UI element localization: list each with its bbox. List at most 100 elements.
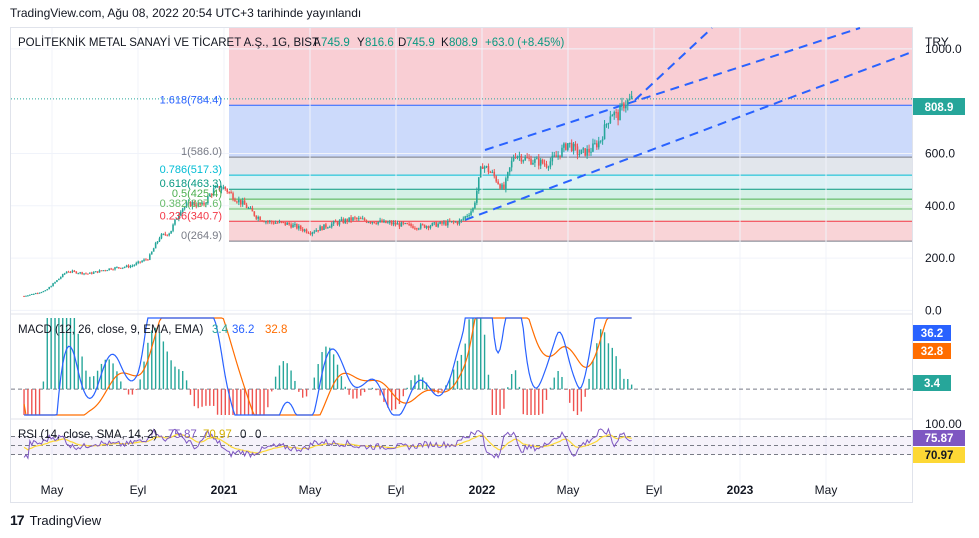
close-label: K [441, 37, 449, 49]
fib-level-label: 0.382(387.6) [160, 198, 222, 210]
candle-body [570, 142, 573, 152]
candle-body [330, 223, 333, 227]
time-tick-label: 2023 [727, 483, 754, 497]
candle-body [474, 202, 476, 209]
candle-body [508, 167, 511, 173]
candle-body [361, 218, 364, 220]
candle-body [427, 226, 430, 228]
candle-body [176, 218, 178, 220]
candle-body [216, 186, 219, 188]
candle-body [164, 233, 167, 235]
macd-signal-value: 32.8 [265, 324, 287, 336]
candle-body [607, 123, 610, 125]
candle-body [48, 287, 51, 290]
candle-body [483, 166, 486, 169]
candle-body [267, 221, 269, 223]
candle-body [328, 226, 331, 228]
candle-body [245, 204, 248, 209]
time-tick-label: May [815, 483, 838, 497]
low-label: D [398, 37, 406, 49]
candle-body [419, 224, 422, 229]
candle-body [611, 115, 614, 117]
candle-body [181, 208, 184, 212]
candle-body [25, 295, 27, 297]
macd-signal-tag-bg [913, 343, 951, 359]
candle-body [354, 217, 356, 219]
candle-body [443, 222, 445, 224]
candle-body [321, 226, 323, 230]
candle-body [526, 157, 528, 159]
candle-body [479, 166, 482, 178]
candle-body [71, 270, 74, 273]
candle-body [32, 293, 35, 295]
fib-level-label: 0(264.9) [181, 230, 222, 242]
candle-body [147, 259, 149, 261]
candle-body [437, 223, 439, 227]
candle-body [298, 225, 300, 229]
candle-body [346, 219, 348, 222]
candle-body [584, 148, 586, 156]
candle-body [588, 148, 590, 153]
candle-body [63, 273, 66, 275]
rsi-sma-value: 70.97 [203, 429, 232, 441]
candle-body [309, 233, 312, 235]
candle-body [265, 221, 267, 223]
candle-body [375, 223, 378, 225]
candle-body [431, 222, 434, 226]
candle-body [392, 222, 395, 225]
candle-body [303, 229, 306, 231]
candle-body [207, 196, 209, 204]
candle-body [166, 234, 169, 236]
candle-body [139, 261, 141, 263]
candle-body [557, 155, 559, 157]
time-tick-label: 2022 [469, 483, 496, 497]
time-tick-label: Eyl [388, 483, 405, 497]
tradingview-logo[interactable]: 17 TradingView [10, 512, 101, 528]
candle-body [220, 189, 223, 191]
candle-body [317, 230, 319, 232]
candle-body [421, 224, 424, 226]
candle-body [485, 166, 488, 168]
candle-body [572, 143, 575, 152]
candle-body [387, 222, 389, 224]
candle-body [435, 222, 438, 227]
chart-frame [10, 27, 913, 503]
candle-body [168, 233, 170, 236]
candle-body [50, 286, 52, 288]
candle-body [417, 228, 420, 230]
candle-body [412, 226, 414, 229]
candle-body [228, 192, 230, 194]
candle-body [201, 202, 203, 205]
candle-body [294, 224, 296, 226]
macd-line [24, 317, 632, 416]
candle-body [67, 271, 70, 273]
candle-body [433, 222, 436, 224]
candle-body [145, 259, 147, 261]
candle-body [522, 160, 525, 162]
candle-body [592, 143, 594, 152]
candle-body [174, 219, 176, 225]
candle-body [116, 267, 118, 269]
candle-body [272, 222, 275, 224]
close-value: 808.9 [449, 37, 478, 49]
macd-pane [11, 313, 912, 416]
candle-body [137, 261, 140, 263]
candle-body [110, 268, 112, 270]
candle-body [191, 201, 194, 207]
rsi-extra-2: 0 [255, 429, 261, 441]
candle-body [439, 221, 441, 224]
candle-body [476, 190, 478, 203]
candle-body [89, 272, 91, 274]
candle-body [114, 267, 116, 270]
candle-body [205, 203, 207, 205]
candle-body [327, 227, 329, 229]
candle-body [336, 222, 339, 225]
candle-body [251, 207, 254, 212]
candle-body [605, 124, 608, 126]
fib-level-label: 0.236(340.7) [160, 210, 222, 222]
candle-body [280, 221, 283, 223]
candle-body [259, 217, 261, 221]
candle-body [203, 202, 205, 205]
candle-body [381, 220, 383, 223]
